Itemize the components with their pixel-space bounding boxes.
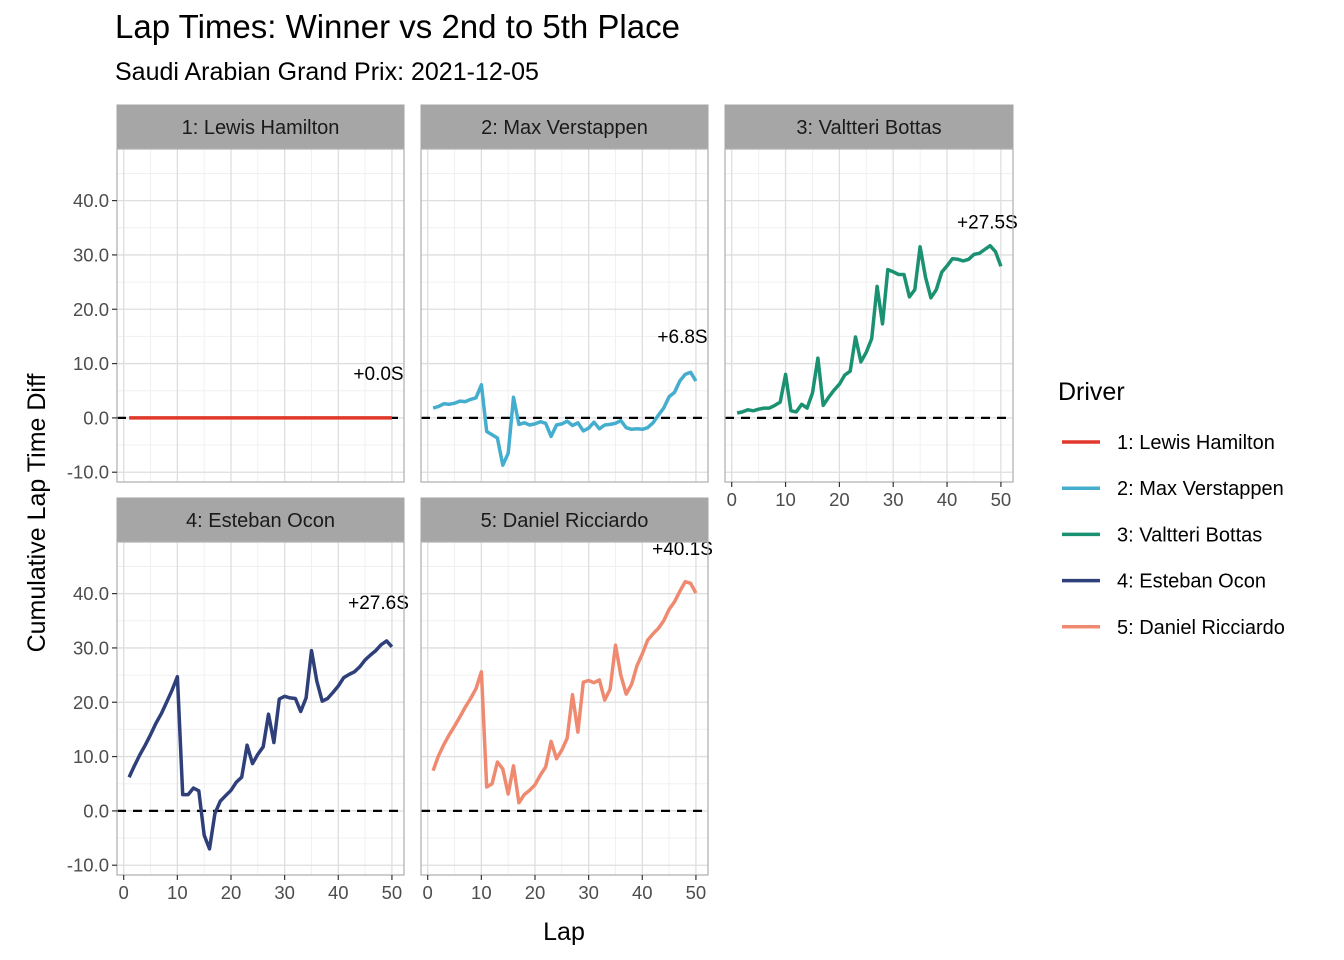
x-tick-label: 50 [382, 882, 403, 903]
x-tick-label: 20 [221, 882, 242, 903]
panel-border [724, 148, 1014, 483]
x-tick-label: 10 [775, 489, 796, 510]
legend-label: 4: Esteban Ocon [1117, 571, 1266, 593]
panel-border [116, 541, 405, 876]
legend-item: 4: Esteban Ocon [1062, 571, 1266, 593]
x-tick-label: 0 [727, 489, 737, 510]
series-line [432, 370, 698, 467]
y-tick-label: 40.0 [73, 190, 109, 211]
x-tick-label: 0 [423, 882, 433, 903]
series-line [431, 579, 698, 805]
legend-label: 3: Valtteri Bottas [1117, 524, 1262, 546]
x-tick-label: 10 [167, 882, 188, 903]
panel-border [420, 541, 709, 876]
x-tick-label: 50 [686, 882, 707, 903]
y-tick-label: 0.0 [83, 800, 109, 821]
facet-label: 4: Esteban Ocon [186, 510, 335, 532]
facet-panel: 1: Lewis Hamilton +0.0S [116, 104, 405, 483]
y-tick-label: -10.0 [67, 462, 109, 483]
facet-strip [420, 104, 709, 150]
y-tick-label: 30.0 [73, 637, 109, 658]
legend-item: 2: Max Verstappen [1062, 478, 1284, 500]
x-tick-label: 50 [991, 489, 1012, 510]
panel-border [420, 148, 709, 483]
x-tick-label: 30 [883, 489, 904, 510]
end-label: +27.6S [348, 593, 409, 614]
y-tick-label: 20.0 [73, 299, 109, 320]
x-tick-label: 20 [829, 489, 850, 510]
x-tick-label: 30 [578, 882, 599, 903]
legend-item: 3: Valtteri Bottas [1062, 524, 1262, 546]
end-label: +27.5S [957, 212, 1018, 233]
y-tick-label: 10.0 [73, 746, 109, 767]
x-tick-label: 0 [119, 882, 129, 903]
x-tick-label: 20 [525, 882, 546, 903]
facet-strip [116, 497, 405, 543]
facet-label: 1: Lewis Hamilton [182, 117, 340, 139]
y-tick-label: 10.0 [73, 353, 109, 374]
x-tick-label: 40 [328, 882, 349, 903]
facet-strip [724, 104, 1014, 150]
facet-panel: 4: Esteban Ocon +27.6S [116, 497, 409, 876]
y-tick-label: 20.0 [73, 692, 109, 713]
legend-item: 5: Daniel Ricciardo [1062, 617, 1285, 639]
x-tick-label: 30 [274, 882, 295, 903]
legend: Driver 1: Lewis Hamilton 2: Max Verstappe… [1058, 378, 1285, 639]
legend-label: 5: Daniel Ricciardo [1117, 617, 1285, 639]
end-label: +40.1S [652, 539, 713, 560]
y-tick-label: -10.0 [67, 855, 109, 876]
end-label: +6.8S [657, 327, 707, 348]
legend-label: 1: Lewis Hamilton [1117, 432, 1275, 454]
legend-label: 2: Max Verstappen [1117, 478, 1284, 500]
facet-strip [420, 497, 709, 543]
y-tick-label: 40.0 [73, 583, 109, 604]
series-line [127, 639, 394, 851]
facet-label: 3: Valtteri Bottas [796, 117, 941, 139]
x-tick-label: 10 [471, 882, 492, 903]
y-tick-label: 0.0 [83, 407, 109, 428]
legend-item: 1: Lewis Hamilton [1062, 432, 1275, 454]
y-tick-label: 30.0 [73, 244, 109, 265]
x-tick-label: 40 [632, 882, 653, 903]
series-line [736, 243, 1003, 415]
legend-title: Driver [1058, 378, 1125, 406]
x-axis-title: Lap [543, 918, 585, 946]
panel-border [116, 148, 405, 483]
chart-subtitle: Saudi Arabian Grand Prix: 2021-12-05 [115, 58, 539, 86]
facet-label: 5: Daniel Ricciardo [481, 510, 649, 532]
facet-panel: 3: Valtteri Bottas +27.5S [724, 104, 1018, 483]
facet-panel: 5: Daniel Ricciardo+40.1S [420, 497, 713, 876]
facet-panel: 2: Max Verstappen +6.8S [420, 104, 709, 483]
chart-title: Lap Times: Winner vs 2nd to 5th Place [115, 8, 680, 45]
end-label: +0.0S [353, 364, 403, 385]
x-tick-label: 40 [937, 489, 958, 510]
facet-label: 2: Max Verstappen [481, 117, 648, 139]
y-axis-title: Cumulative Lap Time Diff [23, 374, 51, 653]
